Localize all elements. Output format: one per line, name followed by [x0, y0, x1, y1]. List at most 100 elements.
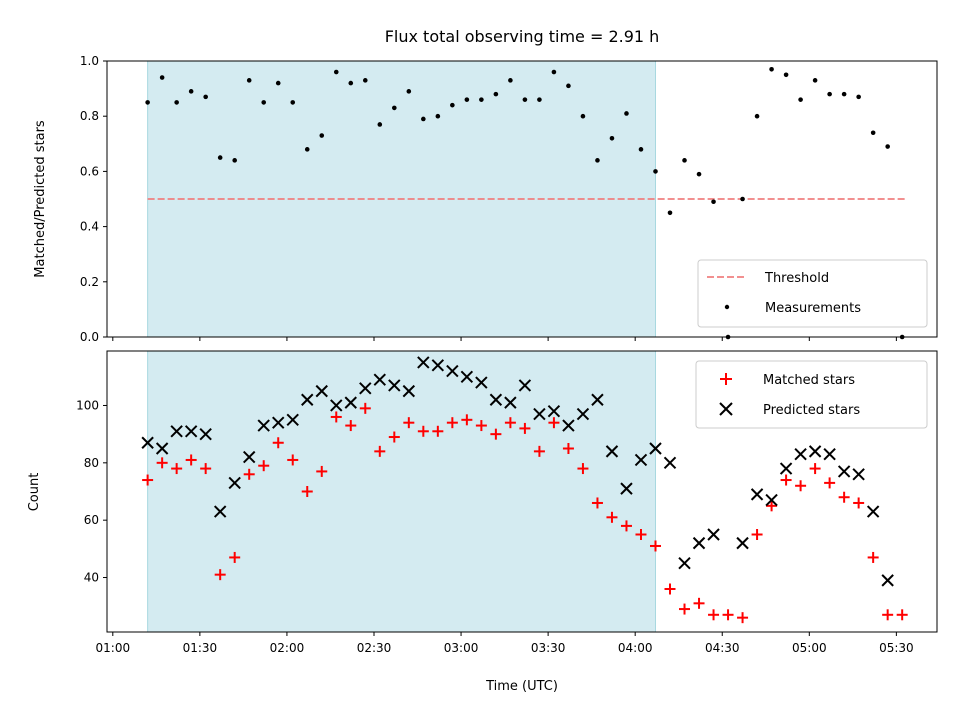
matched-star-point [882, 609, 894, 621]
predicted-star-point [649, 442, 662, 455]
matched-star-point [272, 437, 284, 449]
matched-star-point [461, 414, 473, 426]
matched-star-point [142, 474, 154, 486]
matched-star-point [301, 486, 313, 497]
y-tick-label: 0.2 [80, 275, 99, 289]
predicted-star-point [359, 382, 372, 395]
bottom-y-ticks: 40 60 80 100 [76, 398, 107, 585]
matched-star-point [562, 442, 574, 454]
y-tick-label: 100 [76, 398, 99, 412]
bottom-shaded-span [147, 350, 656, 633]
measurement-point [435, 113, 441, 119]
measurement-point [711, 199, 716, 205]
predicted-star-point [678, 556, 691, 570]
measurement-point [246, 78, 252, 83]
x-tick-label: 04:00 [618, 641, 653, 655]
matched-star-point [374, 445, 386, 457]
x-tick-label: 01:30 [183, 641, 218, 655]
y-tick-label: 80 [84, 456, 99, 470]
measurement-point [856, 94, 861, 100]
measurement-point [290, 100, 296, 105]
bottom-legend-box [695, 360, 928, 429]
bottom-panel: 40 60 80 100 01:00 01:30 02:00 02:30 03:00 03:30… [27, 350, 938, 694]
predicted-star-point [242, 450, 256, 464]
measurement-point [362, 78, 368, 83]
matched-star-point [171, 463, 183, 475]
matched-star-point [519, 422, 531, 434]
predicted-star-point [504, 396, 517, 409]
measurement-point [870, 130, 876, 136]
measurement-point [696, 171, 702, 177]
matched-star-point [417, 425, 429, 437]
measurement-point [812, 78, 818, 83]
bottom-axes-frame [106, 350, 938, 633]
matched-star-point [504, 417, 516, 429]
measurement-point [508, 78, 513, 83]
measurement-point [479, 97, 484, 102]
predicted-star-point [155, 442, 169, 455]
matched-star-point [200, 463, 212, 475]
bottom-legend: Matched stars Predicted stars [695, 360, 928, 429]
y-tick-label: 0.8 [80, 109, 99, 123]
predicted-star-point [692, 536, 706, 550]
measurement-point [595, 158, 600, 163]
predicted-star-point [634, 453, 648, 467]
matched-star-point [591, 497, 603, 509]
predicted-star-point [837, 465, 851, 478]
measurement-point [667, 210, 673, 216]
predicted-star-point [330, 399, 343, 412]
top-axes-frame [106, 60, 938, 338]
predicted-star-point [286, 413, 299, 427]
matched-star-point [475, 420, 487, 432]
legend-measurements-label: Measurements [765, 301, 861, 316]
predicted-star-point [547, 405, 561, 418]
matched-star-point [345, 420, 357, 432]
matched-star-point [795, 480, 807, 492]
matched-star-point [287, 454, 299, 466]
predicted-star-point [460, 370, 474, 384]
predicted-star-point [228, 476, 241, 490]
measurement-point [827, 91, 832, 97]
matched-star-point [243, 468, 255, 480]
y-tick-label: 40 [84, 571, 99, 585]
x-tick-label: 02:00 [270, 641, 305, 655]
matched-star-point [548, 417, 560, 429]
legend-matched-label: Matched stars [763, 373, 855, 388]
matched-star-point [258, 460, 270, 472]
measurement-point [348, 80, 354, 86]
predicted-star-point [388, 379, 401, 392]
predicted-star-point [605, 445, 619, 458]
predicted-star-point [562, 419, 575, 432]
top-legend-box [697, 259, 928, 328]
measurement-point [551, 69, 557, 75]
measurement-point [624, 111, 629, 116]
measurement-point [392, 105, 397, 111]
x-tick-label: 03:30 [531, 641, 566, 655]
matched-star-point [708, 609, 720, 621]
predicted-star-point [808, 445, 822, 458]
predicted-star-point [707, 528, 720, 541]
predicted-star-point [199, 427, 212, 441]
matched-star-point [722, 609, 734, 621]
predicted-star-point [170, 425, 183, 438]
measurement-point [522, 97, 528, 102]
measurement-point [798, 97, 803, 102]
measurement-point [406, 89, 412, 94]
predicted-star-point [866, 505, 880, 518]
matched-star-point [533, 445, 545, 457]
matched-star-point [432, 425, 444, 437]
predicted-star-point [417, 356, 430, 369]
measurement-point [566, 83, 571, 89]
x-tick-label: 05:30 [879, 641, 914, 655]
predicted-star-point [794, 448, 807, 461]
bottom-y-axis-label: Count [27, 473, 42, 512]
predicted-stars-points [141, 356, 894, 587]
predicted-star-point [489, 393, 503, 406]
measurement-point [885, 144, 890, 149]
measurement-point [377, 122, 383, 127]
predicted-star-point [431, 359, 445, 372]
measurement-point [333, 69, 339, 75]
predicted-star-point [257, 419, 270, 432]
x-axis-label: Time (UTC) [485, 679, 558, 694]
measurement-point [319, 133, 325, 138]
